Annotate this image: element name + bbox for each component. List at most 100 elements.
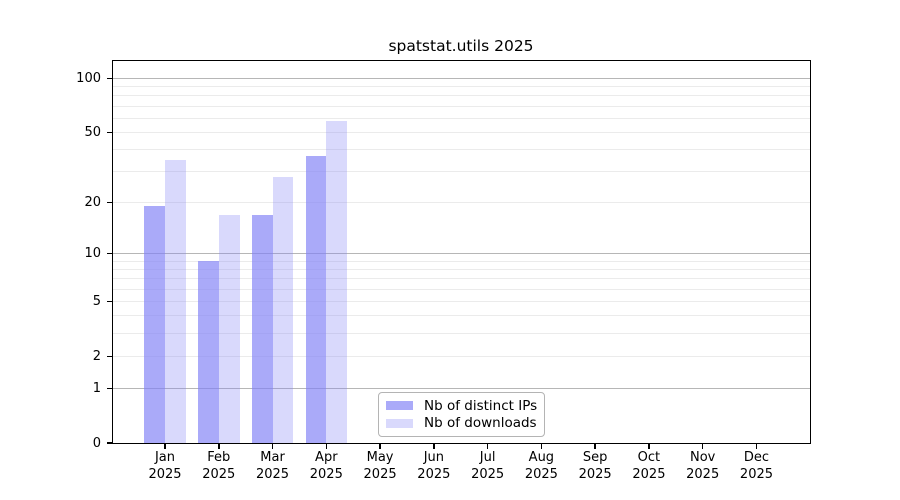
y-tick-1: [107, 387, 113, 389]
x-tick-label-may: May 2025: [345, 450, 415, 483]
x-tick-dec: [755, 443, 758, 449]
x-tick-feb: [218, 443, 220, 449]
gridline-10: [113, 253, 810, 255]
y-tick-label-0: 0: [92, 435, 101, 451]
chart-title: spatstat.utils 2025: [388, 37, 534, 55]
gridline-9: [113, 260, 810, 262]
gridline-60: [113, 117, 810, 119]
x-tick-label-apr: Apr 2025: [291, 450, 361, 483]
x-tick-label-month: Feb: [207, 450, 231, 465]
legend: Nb of distinct IPs Nb of downloads: [378, 392, 545, 437]
gridline-100: [113, 77, 810, 79]
x-tick-label-year: 2025: [148, 466, 182, 482]
plot-area: [113, 61, 810, 443]
x-tick-label-jun: Jun 2025: [399, 450, 469, 483]
x-tick-jan: [164, 443, 166, 449]
x-tick-label-month: May: [366, 450, 394, 465]
x-tick-label-month: Jun: [423, 450, 444, 465]
gridline-20: [113, 202, 810, 204]
x-tick-label-month: Jan: [154, 450, 176, 465]
legend-swatch-downloads: [386, 418, 413, 428]
gridline-2: [113, 355, 810, 357]
x-tick-label-year: 2025: [524, 466, 558, 482]
x-tick-label-month: Dec: [743, 450, 770, 465]
bar-nb-of-distinct-ips-feb: [197, 261, 219, 443]
x-tick-label-nov: Nov 2025: [668, 450, 738, 483]
x-tick-label-year: 2025: [309, 466, 343, 482]
x-tick-label-year: 2025: [632, 466, 666, 482]
x-tick-mar: [271, 443, 274, 449]
bar-nb-of-distinct-ips-apr: [305, 155, 327, 443]
x-tick-label-year: 2025: [471, 466, 505, 482]
x-tick-label-aug: Aug 2025: [506, 450, 576, 483]
y-tick-2: [107, 355, 113, 357]
x-tick-label-year: 2025: [739, 466, 774, 482]
x-tick-label-jul: Jul 2025: [453, 450, 523, 483]
y-tick-0: [107, 442, 113, 444]
bar-nb-of-downloads-jan: [165, 159, 186, 443]
x-tick-label-year: 2025: [578, 466, 612, 482]
gridline-1: [113, 387, 810, 389]
legend-label-downloads: Nb of downloads: [424, 415, 537, 432]
x-tick-label-oct: Oct 2025: [614, 450, 684, 483]
bar-nb-of-downloads-apr: [326, 120, 348, 443]
y-tick-label-100: 100: [76, 70, 101, 86]
gridline-70: [113, 105, 810, 107]
bar-nb-of-downloads-mar: [272, 177, 294, 443]
x-tick-label-month: Apr: [315, 450, 338, 465]
x-tick-label-month: Oct: [637, 450, 661, 465]
legend-label-distinct-ips: Nb of distinct IPs: [424, 397, 538, 414]
x-tick-label-feb: Feb 2025: [184, 450, 254, 483]
x-tick-label-sep: Sep 2025: [560, 450, 630, 483]
y-tick-label-1: 1: [92, 380, 101, 396]
y-tick-label-2: 2: [92, 348, 101, 364]
x-tick-jun: [433, 443, 435, 449]
x-tick-aug: [540, 443, 543, 449]
legend-item-distinct-ips: Nb of distinct IPs: [386, 397, 537, 414]
x-tick-label-dec: Dec 2025: [721, 450, 791, 483]
legend-item-downloads: Nb of downloads: [386, 415, 537, 432]
y-tick-50: [107, 131, 113, 134]
gridline-30: [113, 171, 810, 173]
y-tick-10: [107, 252, 113, 255]
x-tick-nov: [701, 443, 704, 449]
y-tick-label-10: 10: [84, 246, 101, 262]
legend-swatch-distinct-ips: [386, 401, 413, 411]
x-tick-jul: [486, 443, 489, 449]
x-tick-label-mar: Mar 2025: [238, 450, 308, 483]
gridline-90: [113, 86, 810, 88]
x-tick-label-month: Nov: [690, 450, 716, 465]
y-tick-20: [107, 201, 113, 204]
gridline-3: [113, 333, 810, 334]
gridline-80: [113, 95, 810, 97]
y-tick-100: [107, 77, 113, 80]
gridline-6: [113, 288, 810, 290]
gridline-8: [113, 268, 810, 270]
x-tick-oct: [648, 443, 650, 449]
gridline-50: [113, 131, 810, 133]
bar-nb-of-distinct-ips-mar: [251, 214, 273, 443]
y-tick-label-50: 50: [84, 124, 101, 140]
x-tick-label-year: 2025: [686, 466, 720, 482]
x-tick-sep: [594, 443, 596, 449]
y-tick-label-5: 5: [92, 293, 101, 309]
y-tick-label-20: 20: [84, 195, 101, 211]
x-tick-label-year: 2025: [363, 466, 397, 482]
x-tick-label-year: 2025: [417, 466, 451, 482]
gridline-4: [113, 315, 810, 317]
x-tick-may: [379, 443, 381, 449]
x-tick-label-month: Sep: [582, 450, 608, 465]
bar-nb-of-distinct-ips-jan: [144, 206, 165, 443]
gridline-40: [113, 149, 810, 151]
x-tick-apr: [325, 443, 328, 449]
x-tick-label-year: 2025: [202, 466, 236, 482]
y-tick-5: [107, 300, 113, 303]
x-tick-label-jan: Jan 2025: [130, 450, 200, 483]
x-tick-label-month: Mar: [260, 450, 285, 465]
gridline-7: [113, 278, 810, 280]
x-tick-label-year: 2025: [255, 466, 290, 482]
x-tick-label-month: Jul: [479, 450, 496, 465]
gridline-5: [113, 300, 810, 302]
x-tick-label-month: Aug: [528, 450, 555, 465]
